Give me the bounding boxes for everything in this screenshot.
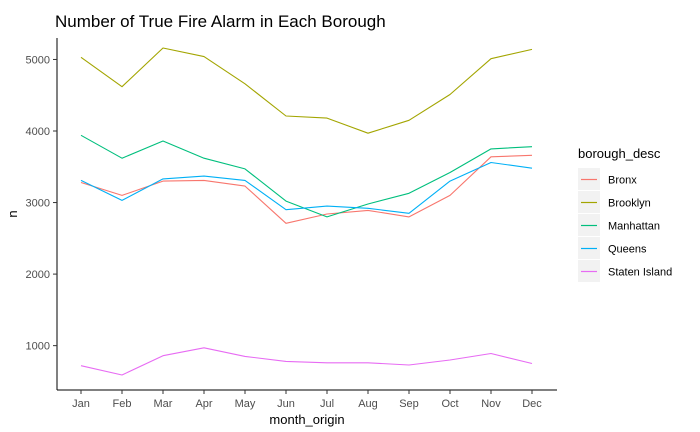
x-tick-label: Sep <box>399 398 419 410</box>
x-tick-label: May <box>235 398 256 410</box>
x-axis-ticks: Jan Feb Mar Apr May Jun Jul Aug Sep Oct Nov Dec <box>72 390 542 410</box>
x-tick-label: Oct <box>441 398 458 410</box>
x-tick-label: Jun <box>277 398 295 410</box>
series-line-bronx <box>80 154 533 224</box>
x-tick-label: Jan <box>72 398 90 410</box>
legend-label: Staten Island <box>608 267 672 279</box>
x-tick-label: Feb <box>113 398 132 410</box>
legend-title: borough_desc <box>578 146 661 161</box>
y-tick-label: 1000 <box>26 341 50 353</box>
chart-title: Number of True Fire Alarm in Each Boroug… <box>55 12 386 31</box>
y-tick-label: 3000 <box>26 198 50 210</box>
legend: borough_desc Bronx Brooklyn Manhattan Queen… <box>578 146 672 282</box>
legend-label: Queens <box>608 244 647 256</box>
legend-label: Brooklyn <box>608 198 651 210</box>
series-lines <box>80 47 533 376</box>
y-tick-label: 2000 <box>26 269 50 281</box>
x-tick-label: Nov <box>481 398 501 410</box>
y-axis-title: n <box>5 210 20 217</box>
x-axis-title: month_origin <box>269 412 344 427</box>
y-tick-label: 5000 <box>26 54 50 66</box>
x-tick-label: Mar <box>154 398 173 410</box>
series-line-brooklyn <box>80 47 533 134</box>
y-axis-ticks: 1000 2000 3000 4000 5000 <box>26 54 57 353</box>
x-tick-label: Aug <box>358 398 378 410</box>
series-line-queens <box>80 161 533 214</box>
legend-label: Manhattan <box>608 221 660 233</box>
legend-items: Bronx Brooklyn Manhattan Queens Staten Islan… <box>578 168 672 282</box>
x-tick-label: Apr <box>195 398 212 410</box>
x-tick-label: Jul <box>320 398 334 410</box>
x-tick-label: Dec <box>522 398 542 410</box>
series-line-staten-island <box>80 347 533 376</box>
y-tick-label: 4000 <box>26 126 50 138</box>
legend-label: Bronx <box>608 175 637 187</box>
series-line-manhattan <box>80 134 533 218</box>
